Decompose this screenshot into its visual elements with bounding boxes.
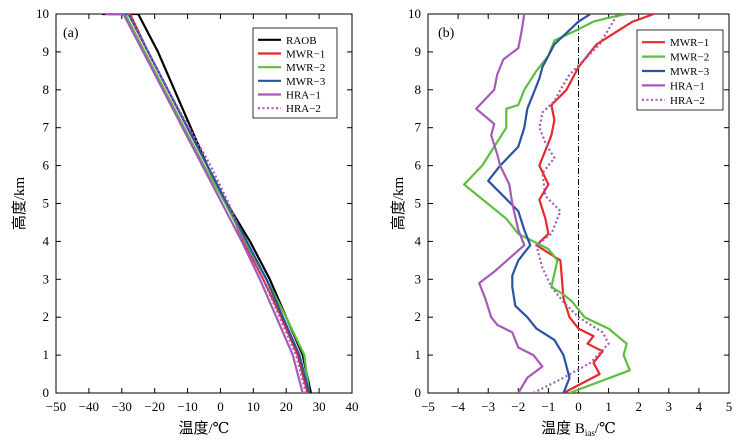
legend-entry: MWR−2 [286,62,325,74]
y-tick-label: 5 [415,196,422,211]
legend-entry: RAOB [286,35,317,47]
series-line-mwr-2 [108,14,311,393]
x-tick-label: −2 [511,399,525,414]
series-line-mwr-2 [463,14,631,393]
x-tick-label: 40 [346,399,359,414]
y-tick-label: 10 [36,6,49,21]
series-line-hra-1 [105,14,304,393]
y-tick-label: 2 [415,309,422,324]
x-tick-label: −40 [79,399,99,414]
legend-entry: MWR−1 [286,49,325,61]
panel-tag: (a) [63,26,79,41]
x-axis-label: 温度 Bias/℃ [541,420,616,438]
x-tick-label: 10 [247,399,260,414]
series-line-mwr-1 [535,14,655,393]
y-tick-label: 6 [415,158,422,173]
x-axis-label: 温度/℃ [179,420,230,437]
legend-entry: MWR−3 [286,76,326,88]
legend-entry: MWR−1 [670,37,709,49]
panel-a-temperature-profile: −50 −40 −30 −20 −10 0 10 20 30 40 0 1 2 3 4 5 6 7 8 9 10 温度/℃… [11,6,359,437]
series-line-hra-2 [532,14,619,393]
x-tick-label: −50 [46,399,66,414]
legend-entry: HRA−1 [670,80,705,92]
legend-entry: HRA−1 [286,90,321,102]
y-tick-label: 0 [415,385,422,400]
x-tick-label: 0 [575,399,582,414]
series-line-hra-1 [475,14,544,393]
x-tick-label: 4 [696,399,703,414]
y-tick-label: 3 [415,271,422,286]
y-tick-label: 1 [43,347,50,362]
y-tick-label: 9 [415,44,422,59]
x-tick-label: 1 [605,399,612,414]
panel-b-temperature-bias-profile: −5 −4 −3 −2 −1 0 1 2 3 4 5 0 1 2 3 4 5 6 7 8 9 10 温度 Bias/℃ 高度/… [390,6,732,438]
x-tick-label: 2 [635,399,642,414]
y-tick-label: 7 [415,120,422,135]
x-tick-label: 3 [666,399,673,414]
y-tick-label: 6 [43,158,50,173]
y-tick-label: 4 [415,233,422,248]
legend-entry: HRA−2 [286,103,321,115]
y-tick-label: 8 [43,82,50,97]
y-axis-label: 高度/km [11,177,28,231]
x-tick-label: −30 [112,399,132,414]
x-tick-label: −20 [144,399,164,414]
x-tick-label: 0 [217,399,224,414]
panel-tag: (b) [438,26,455,41]
series-line-hra-2 [108,14,308,393]
y-axis-label: 高度/km [390,177,407,231]
y-tick-label: 3 [43,271,50,286]
x-tick-label: −1 [541,399,555,414]
x-tick-label: −5 [421,399,435,414]
legend-box [252,27,338,119]
legend-entry: MWR−2 [670,52,709,64]
x-tick-label: −4 [451,399,465,414]
y-tick-label: 4 [43,233,50,248]
y-tick-label: 2 [43,309,50,324]
y-tick-label: 8 [415,82,422,97]
series-line-mwr-3 [487,14,592,393]
legend-entry: MWR−3 [670,66,710,78]
y-tick-label: 7 [43,120,50,135]
y-tick-label: 10 [408,6,421,21]
y-tick-label: 9 [43,44,50,59]
y-tick-label: 1 [415,347,422,362]
y-tick-label: 5 [43,196,50,211]
x-tick-label: 5 [726,399,733,414]
legend: MWR−1 MWR−2 MWR−3 HRA−1 HRA−2 [636,29,724,111]
x-tick-label: −3 [481,399,495,414]
x-tick-label: −10 [177,399,197,414]
x-tick-label: 30 [313,399,326,414]
y-tick-label: 0 [43,385,50,400]
x-tick-label: 20 [280,399,293,414]
legend-entry: HRA−2 [670,95,705,107]
